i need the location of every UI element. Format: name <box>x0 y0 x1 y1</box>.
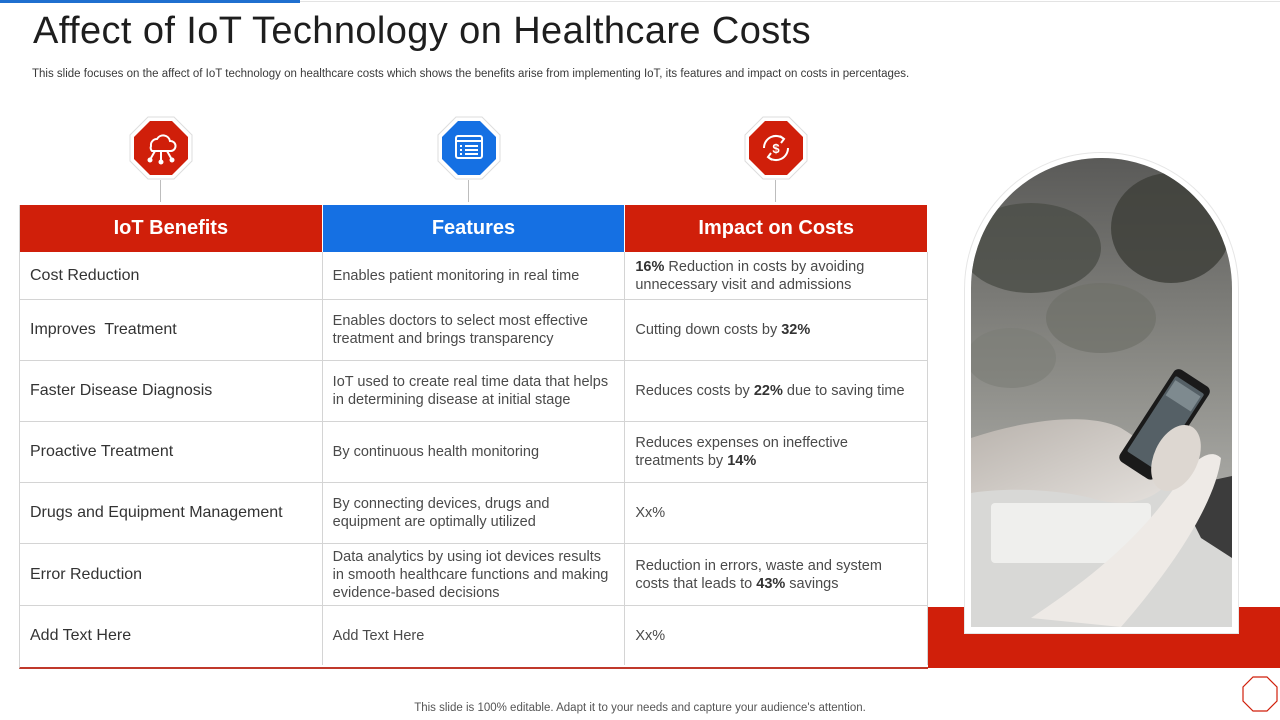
top-rule <box>0 0 1280 3</box>
browser-list-icon <box>437 116 501 202</box>
header-impact-on-costs: Impact on Costs <box>625 205 929 252</box>
feature-cell: By continuous health monitoring <box>323 422 626 482</box>
benefits-table: IoT Benefits Features Impact on Costs Co… <box>19 205 929 669</box>
slide-subtitle: This slide focuses on the affect of IoT … <box>32 68 910 80</box>
table-row: Add Text Here Add Text Here Xx% <box>20 606 929 665</box>
octagon-outline-icon <box>1242 676 1278 712</box>
benefit-cell: Add Text Here <box>20 606 323 665</box>
impact-cell: Cutting down costs by 32% <box>625 300 929 360</box>
table-row: Drugs and Equipment Management By connec… <box>20 483 929 544</box>
impact-cell: Reduces expenses on ineffective treatmen… <box>625 422 929 482</box>
table-row: Faster Disease Diagnosis IoT used to cre… <box>20 361 929 422</box>
impact-cell: Reduction in errors, waste and system co… <box>625 544 929 605</box>
benefit-cell: Proactive Treatment <box>20 422 323 482</box>
table-row: Error Reduction Data analytics by using … <box>20 544 929 606</box>
feature-cell: Enables doctors to select most effective… <box>323 300 626 360</box>
impact-cell: Xx% <box>625 483 929 543</box>
footer-note: This slide is 100% editable. Adapt it to… <box>414 702 866 714</box>
table-row: Proactive Treatment By continuous health… <box>20 422 929 483</box>
top-rule-line <box>300 1 1280 2</box>
slide-title: Affect of IoT Technology on Healthcare C… <box>33 10 812 52</box>
top-rule-accent <box>0 0 300 3</box>
impact-cell: Xx% <box>625 606 929 665</box>
dollar-cycle-icon: $ <box>744 116 808 202</box>
benefit-cell: Improves Treatment <box>20 300 323 360</box>
header-features: Features <box>322 205 626 252</box>
hand-smartphone-photo <box>971 158 1232 627</box>
feature-cell: Add Text Here <box>323 606 626 665</box>
feature-cell: Enables patient monitoring in real time <box>323 252 626 299</box>
table-row: Cost Reduction Enables patient monitorin… <box>20 252 929 300</box>
benefit-cell: Faster Disease Diagnosis <box>20 361 323 421</box>
feature-cell: Data analytics by using iot devices resu… <box>323 544 626 605</box>
feature-cell: By connecting devices, drugs and equipme… <box>323 483 626 543</box>
svg-text:$: $ <box>772 141 780 156</box>
benefit-cell: Cost Reduction <box>20 252 323 299</box>
cloud-network-icon <box>129 116 193 202</box>
benefit-cell: Drugs and Equipment Management <box>20 483 323 543</box>
benefit-cell: Error Reduction <box>20 544 323 605</box>
feature-cell: IoT used to create real time data that h… <box>323 361 626 421</box>
impact-cell: Reduces costs by 22% due to saving time <box>625 361 929 421</box>
table-header: IoT Benefits Features Impact on Costs <box>20 205 929 252</box>
impact-cell: 16% Reduction in costs by avoiding unnec… <box>625 252 929 299</box>
header-iot-benefits: IoT Benefits <box>20 205 323 252</box>
table-row: Improves Treatment Enables doctors to se… <box>20 300 929 361</box>
